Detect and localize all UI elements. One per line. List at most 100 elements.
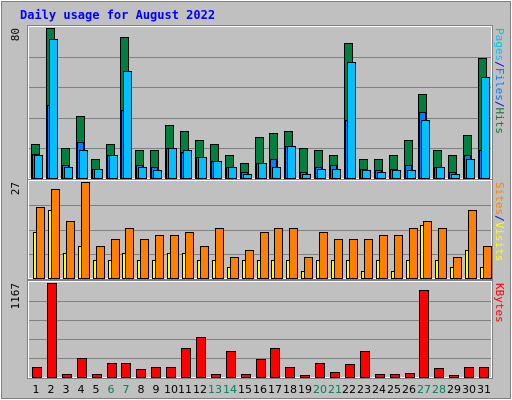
bar-sites-day-25: [394, 235, 403, 279]
panel-legend-label: Sites/Visits: [493, 182, 506, 262]
bar-pages-day-24: [377, 172, 386, 179]
x-tick-label-day-18: 18: [283, 383, 297, 396]
bar-pages-day-1: [34, 155, 43, 179]
bar-sites-day-13: [215, 228, 224, 279]
panel-legend-label: Pages/Files/Hits: [493, 28, 506, 134]
x-tick-label-day-10: 10: [164, 383, 178, 396]
bar-sites-day-3: [66, 221, 75, 279]
x-tick-label-day-5: 5: [93, 383, 100, 396]
bar-pages-day-23: [362, 170, 371, 179]
bar-sites-day-20: [319, 232, 328, 279]
panel-max-label: 1167: [9, 283, 22, 310]
bar-pages-day-6: [109, 155, 118, 179]
x-tick-label-day-30: 30: [462, 383, 476, 396]
bar-kbytes-day-19: [300, 375, 310, 378]
bar-kbytes-day-24: [375, 374, 385, 378]
bar-kbytes-day-15: [241, 374, 251, 378]
bar-pages-day-30: [466, 159, 475, 179]
bar-pages-day-12: [198, 157, 207, 179]
bar-sites-day-19: [304, 257, 313, 279]
bar-kbytes-day-26: [405, 373, 415, 378]
bar-kbytes-day-23: [360, 351, 370, 378]
bar-sites-day-8: [140, 239, 149, 279]
panel-border-dark: [27, 280, 493, 379]
x-tick-label-day-23: 23: [357, 383, 371, 396]
bar-kbytes-day-10: [166, 367, 176, 378]
bar-kbytes-day-30: [464, 367, 474, 378]
x-tick-label-day-27: 27: [417, 383, 431, 396]
x-tick-label-day-25: 25: [387, 383, 401, 396]
x-tick-label-day-17: 17: [268, 383, 282, 396]
bar-sites-day-14: [230, 257, 239, 279]
legend-label-part: Pages: [493, 28, 506, 61]
bar-kbytes-day-31: [479, 367, 489, 378]
bar-pages-day-25: [392, 170, 401, 179]
x-tick-label-day-9: 9: [153, 383, 160, 396]
x-tick-label-day-4: 4: [78, 383, 85, 396]
x-tick-label-day-3: 3: [63, 383, 70, 396]
x-tick-label-day-7: 7: [123, 383, 130, 396]
x-tick-label-day-31: 31: [477, 383, 491, 396]
bar-pages-day-3: [64, 167, 73, 179]
bar-sites-day-10: [170, 235, 179, 279]
bar-sites-day-21: [334, 239, 343, 279]
x-tick-label-day-24: 24: [372, 383, 386, 396]
bar-sites-day-4: [81, 182, 90, 279]
bar-pages-day-4: [79, 150, 88, 179]
x-tick-label-day-13: 13: [208, 383, 222, 396]
legend-label-part: Sites: [493, 182, 506, 215]
x-tick-label-day-22: 22: [342, 383, 356, 396]
bar-kbytes-day-13: [211, 374, 221, 378]
bar-kbytes-day-16: [256, 359, 266, 378]
bar-pages-day-7: [123, 71, 132, 179]
bar-kbytes-day-7: [121, 363, 131, 378]
bar-sites-day-7: [125, 228, 134, 279]
bar-pages-day-14: [228, 167, 237, 179]
bar-kbytes-day-28: [434, 368, 444, 378]
legend-label-part: /: [493, 101, 506, 108]
x-tick-label-day-1: 1: [33, 383, 40, 396]
bar-kbytes-day-1: [32, 367, 42, 378]
bar-sites-day-29: [453, 257, 462, 279]
panel-legend-label: KBytes: [493, 283, 506, 323]
x-tick-label-day-12: 12: [193, 383, 207, 396]
bar-pages-day-20: [317, 169, 326, 179]
bar-kbytes-day-14: [226, 351, 236, 378]
bar-kbytes-day-20: [315, 363, 325, 378]
panel-middle: 27 Sites/Visits: [9, 179, 506, 280]
legend-label-part: /: [493, 61, 506, 68]
bar-kbytes-day-4: [77, 358, 87, 378]
bar-sites-day-22: [349, 239, 358, 279]
bar-sites-day-11: [185, 232, 194, 279]
bar-pages-day-9: [153, 170, 162, 179]
legend-label-part: Hits: [493, 108, 506, 135]
x-tick-label-day-28: 28: [432, 383, 446, 396]
legend-label-part: KBytes: [493, 283, 506, 323]
x-tick-label-day-11: 11: [178, 383, 192, 396]
bar-sites-day-24: [379, 235, 388, 279]
bar-sites-day-26: [409, 228, 418, 279]
panel-top: 80 Pages/Files/Hits: [9, 25, 506, 180]
x-tick-label-day-29: 29: [447, 383, 461, 396]
bar-pages-day-5: [94, 169, 103, 179]
bar-kbytes-day-9: [151, 367, 161, 378]
x-tick-label-day-8: 8: [138, 383, 145, 396]
bar-pages-day-22: [347, 62, 356, 179]
x-tick-label-day-26: 26: [402, 383, 416, 396]
bar-sites-day-15: [245, 250, 254, 279]
bar-sites-day-31: [483, 246, 492, 279]
bar-pages-day-28: [436, 167, 445, 179]
bar-sites-day-9: [155, 235, 164, 279]
bar-sites-day-2: [51, 189, 60, 279]
bar-pages-day-15: [243, 174, 252, 179]
bar-kbytes-day-12: [196, 337, 206, 378]
chart-title: Daily usage for August 2022: [20, 8, 215, 22]
bar-pages-day-19: [302, 174, 311, 179]
bar-kbytes-day-18: [285, 367, 295, 378]
bar-kbytes-day-21: [330, 372, 340, 378]
bar-kbytes-day-29: [449, 375, 459, 378]
x-tick-label-day-2: 2: [48, 383, 55, 396]
